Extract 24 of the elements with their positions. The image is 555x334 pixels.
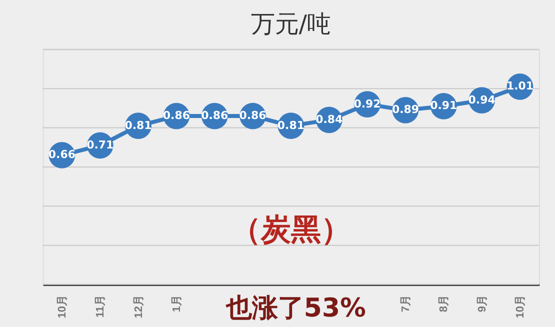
x-tick-label: 1月 [170,295,183,312]
data-label: 0.84 [316,112,344,126]
data-label: 0.86 [239,109,267,122]
x-tick-label: 11月 [94,295,107,318]
text: 也涨了53% [224,293,366,324]
data-label: 1.01 [506,80,534,93]
data-label: 0.91 [430,99,458,112]
annotation: （炭黑） [230,212,351,248]
data-label: 0.66 [48,148,76,162]
chart-title: 万元/吨 [250,10,331,38]
data-label: 0.81 [277,118,304,132]
data-label: 0.89 [392,103,419,116]
data-label: 0.86 [201,109,228,122]
x-tick-label: 7月 [400,295,412,312]
data-label: 0.94 [468,93,496,106]
x-tick-label: 10月 [56,295,68,318]
x-tick-label: 8月 [438,295,450,312]
x-tick-label: 12月 [132,295,145,318]
data-label: 0.86 [162,109,190,122]
data-label: 0.92 [354,97,381,110]
data-label: 0.71 [86,138,114,152]
x-tick-label: 9月 [476,295,488,312]
x-tick-label: 10月 [514,295,526,318]
data-label: 0.81 [124,118,152,132]
